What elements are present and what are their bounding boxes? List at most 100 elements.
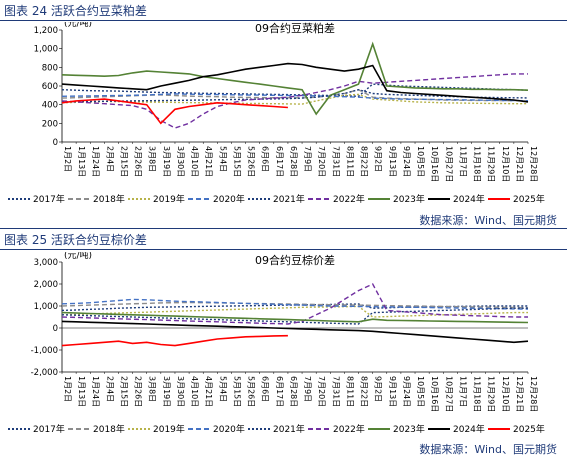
x-tick-label: 2月15日 <box>119 146 128 177</box>
x-tick-label: 11月29日 <box>487 376 496 412</box>
x-tick-label: 3月19日 <box>162 376 171 407</box>
legend-label: 2021年 <box>273 193 305 205</box>
figure-25-header: 图表 25 活跃合约豆棕价差 <box>0 229 567 250</box>
x-tick-label: 11月7日 <box>458 146 467 177</box>
legend-label: 2023年 <box>393 423 425 435</box>
x-tick-label: 5月15日 <box>232 146 241 177</box>
legend-label: 2018年 <box>93 193 125 205</box>
x-tick-label: 3月30日 <box>176 146 185 177</box>
x-tick-label: 10月27日 <box>444 146 453 182</box>
figure-24-divider <box>0 228 567 229</box>
x-tick-label: 3月8日 <box>148 146 157 172</box>
series-line <box>61 41 529 116</box>
x-tick-label: 5月4日 <box>218 376 227 402</box>
x-tick-label: 2月4日 <box>105 376 114 402</box>
x-tick-label: 9月13日 <box>388 376 397 407</box>
y-tick-label: 1,200 <box>34 26 58 36</box>
y-tick-label: -1,000 <box>31 346 58 356</box>
x-tick-label: 2月15日 <box>119 376 128 407</box>
x-tick-label: 5月15日 <box>232 376 241 407</box>
legend-label: 2025年 <box>513 193 545 205</box>
x-tick-label: 1月2日 <box>63 146 72 172</box>
series-line <box>61 320 529 344</box>
x-tick-label: 9月2日 <box>374 376 383 402</box>
x-tick-label: 2月4日 <box>105 146 114 172</box>
x-tick-label: 5月26日 <box>247 146 256 177</box>
y-tick-label: 0 <box>53 138 58 148</box>
x-tick-label: 3月19日 <box>162 146 171 177</box>
x-tick-label: 8月22日 <box>360 146 369 177</box>
x-tick-label: 2月26日 <box>134 146 143 177</box>
series-line <box>61 334 288 347</box>
y-tick-label: 0 <box>53 324 58 334</box>
x-tick-label: 12月10日 <box>501 146 510 182</box>
x-tick-label: 7月9日 <box>303 376 312 402</box>
series-line <box>61 83 529 98</box>
figure-25-caption: 图表 25 活跃合约豆棕价差 <box>4 233 147 247</box>
x-tick-label: 7月20日 <box>317 376 326 407</box>
x-tick-label: 11月7日 <box>458 376 467 407</box>
legend-label: 2025年 <box>513 423 545 435</box>
x-tick-label: 11月18日 <box>473 146 482 182</box>
legend-label: 2024年 <box>453 423 485 435</box>
x-tick-label: 12月28日 <box>529 146 538 182</box>
x-tick-label: 5月4日 <box>218 146 227 172</box>
x-tick-label: 1月2日 <box>63 376 72 402</box>
figure-24-header: 图表 24 活跃合约豆菜粕差 <box>0 0 567 21</box>
chart-soyoil-palmoil-spread: 09合约豆棕价差 (元/吨) -2,000 -1,000 0 1,000 2,000 3,00… <box>8 252 545 435</box>
figure-25-source: 数据来源：Wind、国元期货 <box>419 443 557 456</box>
legend-label: 2021年 <box>273 423 305 435</box>
x-tick-label: 7月9日 <box>303 146 312 172</box>
legend-label: 2020年 <box>213 193 245 205</box>
y-tick-label: -2,000 <box>31 368 58 378</box>
x-tick-label: 3月30日 <box>176 376 185 407</box>
x-tick-label: 9月13日 <box>388 146 397 177</box>
series-line <box>61 305 528 318</box>
series-line <box>61 93 529 102</box>
x-tick-label: 8月22日 <box>360 376 369 407</box>
series-line <box>61 283 528 325</box>
series-line <box>61 311 529 324</box>
x-tick-label: 2月26日 <box>134 376 143 407</box>
figure-24-caption: 图表 24 活跃合约豆菜粕差 <box>4 4 147 18</box>
x-tick-label: 10月16日 <box>430 146 439 182</box>
x-tick-label: 9月24日 <box>402 146 411 177</box>
y-tick-label: 400 <box>42 101 58 111</box>
series-line <box>61 93 528 105</box>
x-tick-label: 7月31日 <box>331 146 340 177</box>
series-line <box>61 62 529 103</box>
x-tick-label: 10月16日 <box>430 376 439 412</box>
y-tick-label: 1,000 <box>34 302 58 312</box>
x-tick-label: 1月13日 <box>77 376 86 407</box>
x-tick-label: 6月28日 <box>289 376 298 407</box>
x-tick-label: 12月10日 <box>501 376 510 412</box>
legend-label: 2023年 <box>393 193 425 205</box>
series-line <box>61 301 529 309</box>
x-tick-label: 6月6日 <box>261 376 270 402</box>
x-tick-label: 8月11日 <box>345 146 354 177</box>
x-tick-label: 1月24日 <box>91 376 100 407</box>
y-tick-label: 800 <box>42 63 58 73</box>
legend-label: 2022年 <box>333 423 365 435</box>
x-tick-label: 7月20日 <box>317 146 326 177</box>
chart-title: 09合约豆棕价差 <box>255 253 335 267</box>
x-tick-label: 4月10日 <box>190 146 199 177</box>
x-tick-label: 11月18日 <box>473 376 482 412</box>
y-tick-label: 600 <box>42 82 58 92</box>
x-tick-label: 6月17日 <box>275 376 284 407</box>
x-tick-label: 10月5日 <box>416 376 425 407</box>
x-tick-label: 10月27日 <box>444 376 453 412</box>
legend-label: 2020年 <box>213 423 245 435</box>
legend-label: 2024年 <box>453 193 485 205</box>
legend-label: 2019年 <box>153 423 185 435</box>
legend-label: 2022年 <box>333 193 365 205</box>
x-tick-label: 12月21日 <box>515 376 524 412</box>
x-tick-label: 12月28日 <box>529 376 538 412</box>
legend-label: 2019年 <box>153 193 185 205</box>
x-tick-label: 11月29日 <box>487 146 496 182</box>
y-tick-label: 1,000 <box>34 45 58 55</box>
y-axis-label: (元/吨) <box>64 22 92 29</box>
y-tick-label: 200 <box>42 119 58 129</box>
x-tick-label: 10月5日 <box>416 146 425 177</box>
x-tick-label: 12月21日 <box>515 146 524 182</box>
